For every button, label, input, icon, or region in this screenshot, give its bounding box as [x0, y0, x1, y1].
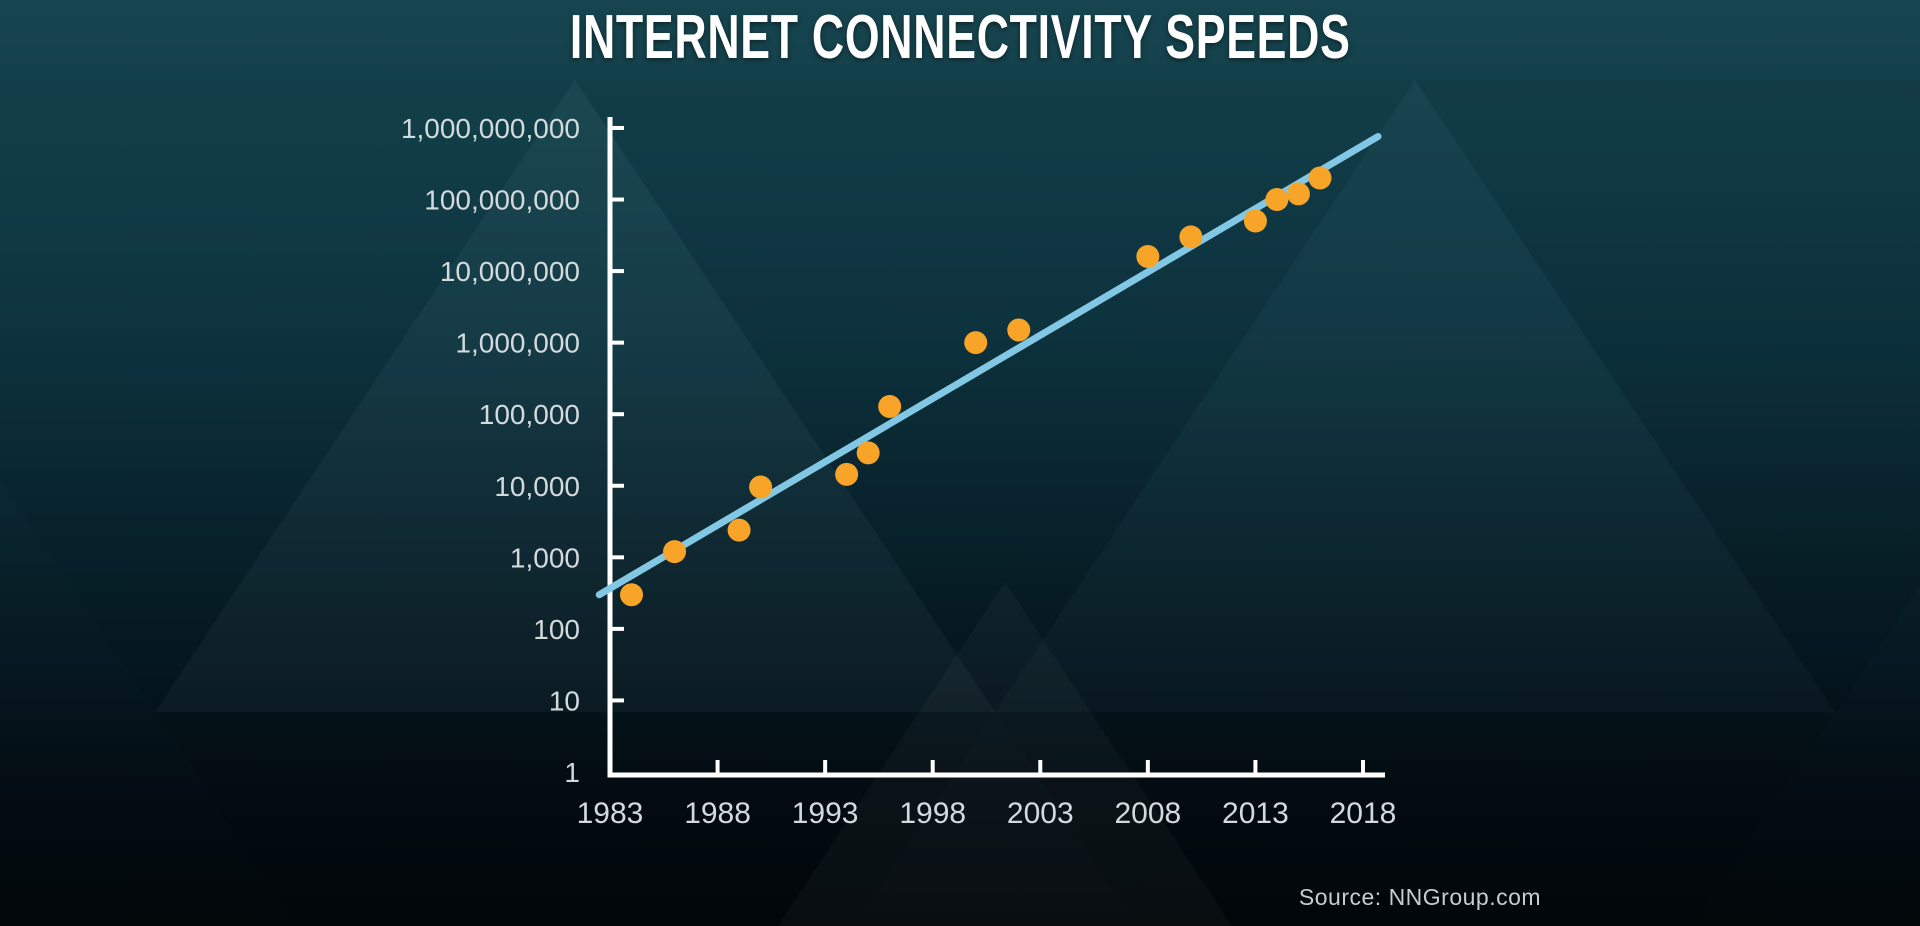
y-tick-label: 100,000,000 [424, 185, 580, 216]
data-point [1286, 182, 1310, 206]
x-tick-label: 2018 [1330, 797, 1397, 830]
x-tick-label: 1998 [899, 797, 966, 830]
data-point [1136, 244, 1160, 268]
data-point [1007, 318, 1031, 342]
y-tick-label: 1,000,000,000 [401, 113, 580, 144]
page-title-text: INTERNET CONNECTIVITY SPEEDS [569, 3, 1351, 72]
y-tick-label: 10,000,000 [440, 256, 580, 287]
y-tick-label: 1,000 [510, 542, 580, 573]
data-point [835, 462, 859, 486]
y-tick-label: 10,000 [494, 471, 580, 502]
data-point [1308, 166, 1332, 190]
y-tick-label: 100,000 [479, 399, 580, 430]
y-tick-label: 10 [549, 685, 580, 716]
data-point [964, 331, 988, 355]
y-tick-label: 100 [533, 614, 580, 645]
y-tick-label: 1,000,000 [455, 328, 580, 359]
data-point [856, 441, 880, 465]
background-triangle [995, 712, 1835, 926]
x-tick-label: 1993 [792, 797, 859, 830]
source-credit: Source: NNGroup.com [1298, 884, 1542, 910]
data-point [1243, 209, 1267, 233]
x-tick-label: 2013 [1222, 797, 1289, 830]
background-triangle [1415, 80, 1920, 712]
data-point [1265, 188, 1289, 212]
page-title: INTERNET CONNECTIVITY SPEEDS [0, 2, 1920, 73]
y-tick-label: 1 [564, 757, 580, 788]
x-tick-label: 2008 [1114, 797, 1181, 830]
x-tick-label: 1983 [577, 797, 644, 830]
data-point [663, 540, 687, 564]
data-point [1179, 225, 1203, 249]
x-tick-label: 1988 [684, 797, 751, 830]
background-triangle [155, 712, 995, 926]
data-point [727, 518, 751, 542]
data-point [878, 395, 902, 419]
data-point [620, 583, 644, 607]
x-tick-label: 2003 [1007, 797, 1074, 830]
data-point [749, 475, 773, 499]
